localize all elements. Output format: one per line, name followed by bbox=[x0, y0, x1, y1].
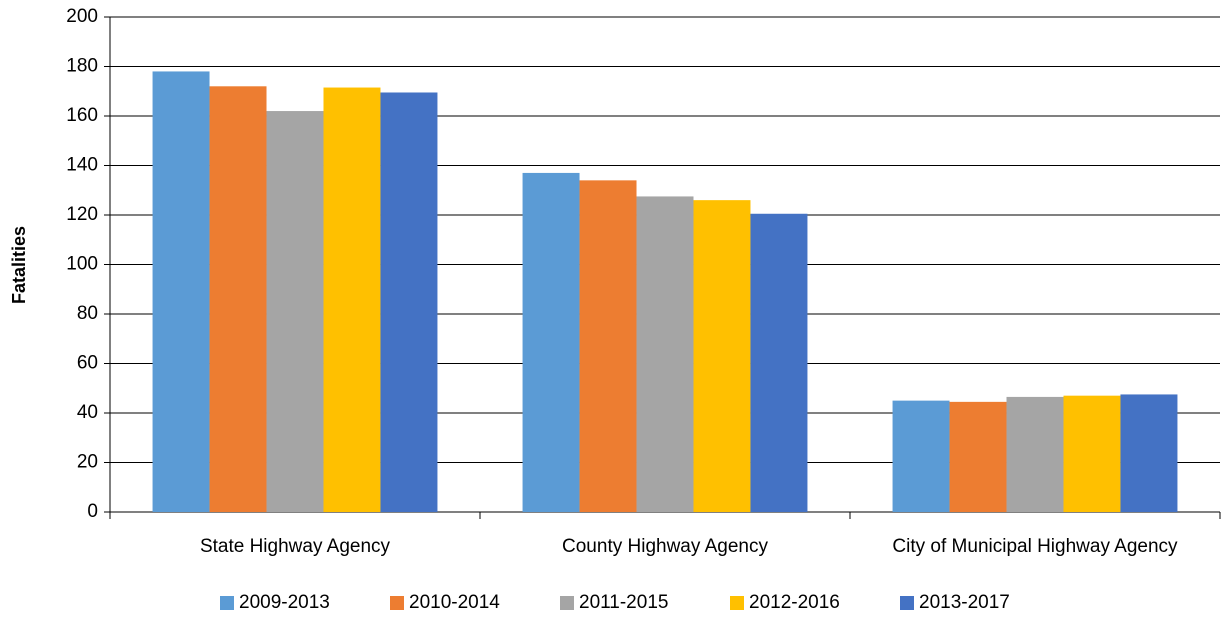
y-tick-label: 120 bbox=[66, 204, 98, 225]
x-tick-label: State Highway Agency bbox=[200, 536, 391, 557]
y-tick-label: 40 bbox=[77, 402, 98, 423]
y-tick-label: 80 bbox=[77, 303, 98, 324]
bar bbox=[579, 180, 637, 512]
bar bbox=[693, 200, 751, 512]
bar bbox=[323, 87, 381, 512]
bar bbox=[522, 172, 580, 513]
x-tick-label: County Highway Agency bbox=[562, 536, 768, 557]
y-axis-label: Fatalities bbox=[9, 226, 29, 304]
y-tick-label: 160 bbox=[66, 105, 98, 126]
bar bbox=[1006, 396, 1064, 512]
legend-label: 2011-2015 bbox=[579, 592, 668, 613]
bar bbox=[266, 111, 324, 513]
legend-label: 2013-2017 bbox=[919, 592, 1010, 613]
bar bbox=[892, 400, 950, 512]
legend-swatch bbox=[220, 596, 234, 610]
bar bbox=[209, 86, 267, 513]
legend-label: 2012-2016 bbox=[749, 592, 840, 613]
y-tick-label: 200 bbox=[66, 6, 98, 27]
bar bbox=[152, 71, 210, 512]
bar bbox=[1063, 395, 1121, 512]
bar bbox=[750, 213, 808, 512]
legend-label: 2010-2014 bbox=[409, 592, 500, 613]
legend-swatch bbox=[900, 596, 914, 610]
bar bbox=[1120, 394, 1178, 512]
y-tick-label: 140 bbox=[66, 155, 98, 176]
y-tick-label: 60 bbox=[77, 353, 98, 374]
y-tick-label: 20 bbox=[77, 452, 98, 473]
bar bbox=[380, 92, 438, 513]
bar bbox=[949, 401, 1007, 512]
y-tick-label: 180 bbox=[66, 56, 98, 77]
y-tick-label: 100 bbox=[66, 254, 98, 275]
legend-swatch bbox=[730, 596, 744, 610]
bar bbox=[636, 196, 694, 512]
legend-swatch bbox=[390, 596, 404, 610]
legend-swatch bbox=[560, 596, 574, 610]
x-tick-label: City of Municipal Highway Agency bbox=[892, 536, 1178, 557]
y-tick-label: 0 bbox=[87, 501, 98, 522]
legend-label: 2009-2013 bbox=[239, 592, 330, 613]
